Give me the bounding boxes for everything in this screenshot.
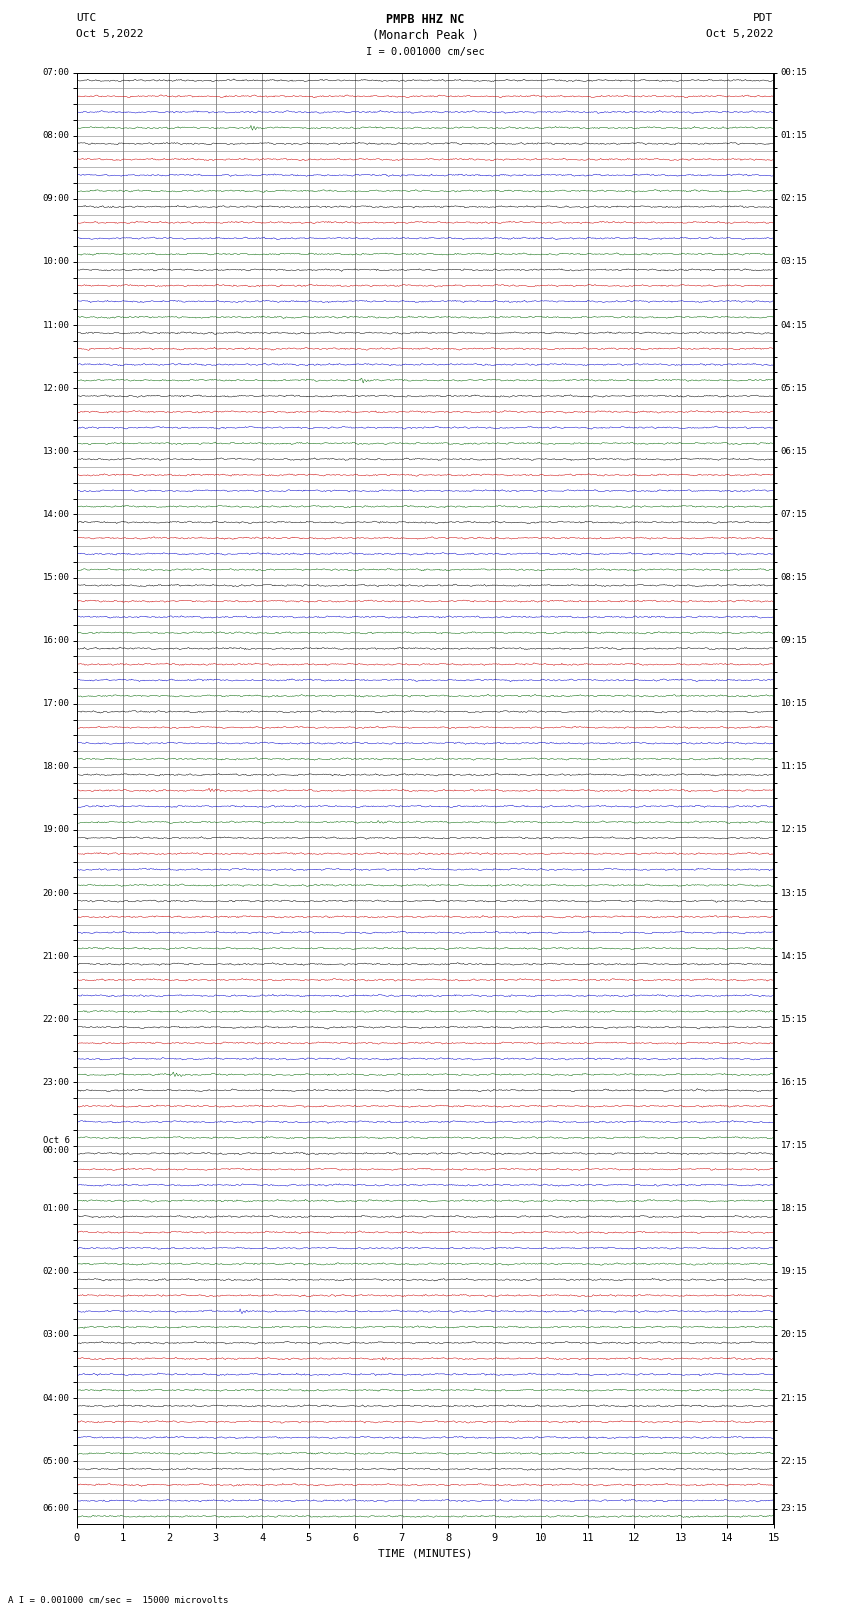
- Text: Oct 5,2022: Oct 5,2022: [706, 29, 774, 39]
- Text: Oct 5,2022: Oct 5,2022: [76, 29, 144, 39]
- Text: (Monarch Peak ): (Monarch Peak ): [371, 29, 479, 42]
- Text: A I = 0.001000 cm/sec =  15000 microvolts: A I = 0.001000 cm/sec = 15000 microvolts: [8, 1595, 229, 1605]
- Text: PMPB HHZ NC: PMPB HHZ NC: [386, 13, 464, 26]
- Text: UTC: UTC: [76, 13, 97, 23]
- X-axis label: TIME (MINUTES): TIME (MINUTES): [377, 1548, 473, 1558]
- Text: I = 0.001000 cm/sec: I = 0.001000 cm/sec: [366, 47, 484, 56]
- Text: PDT: PDT: [753, 13, 774, 23]
